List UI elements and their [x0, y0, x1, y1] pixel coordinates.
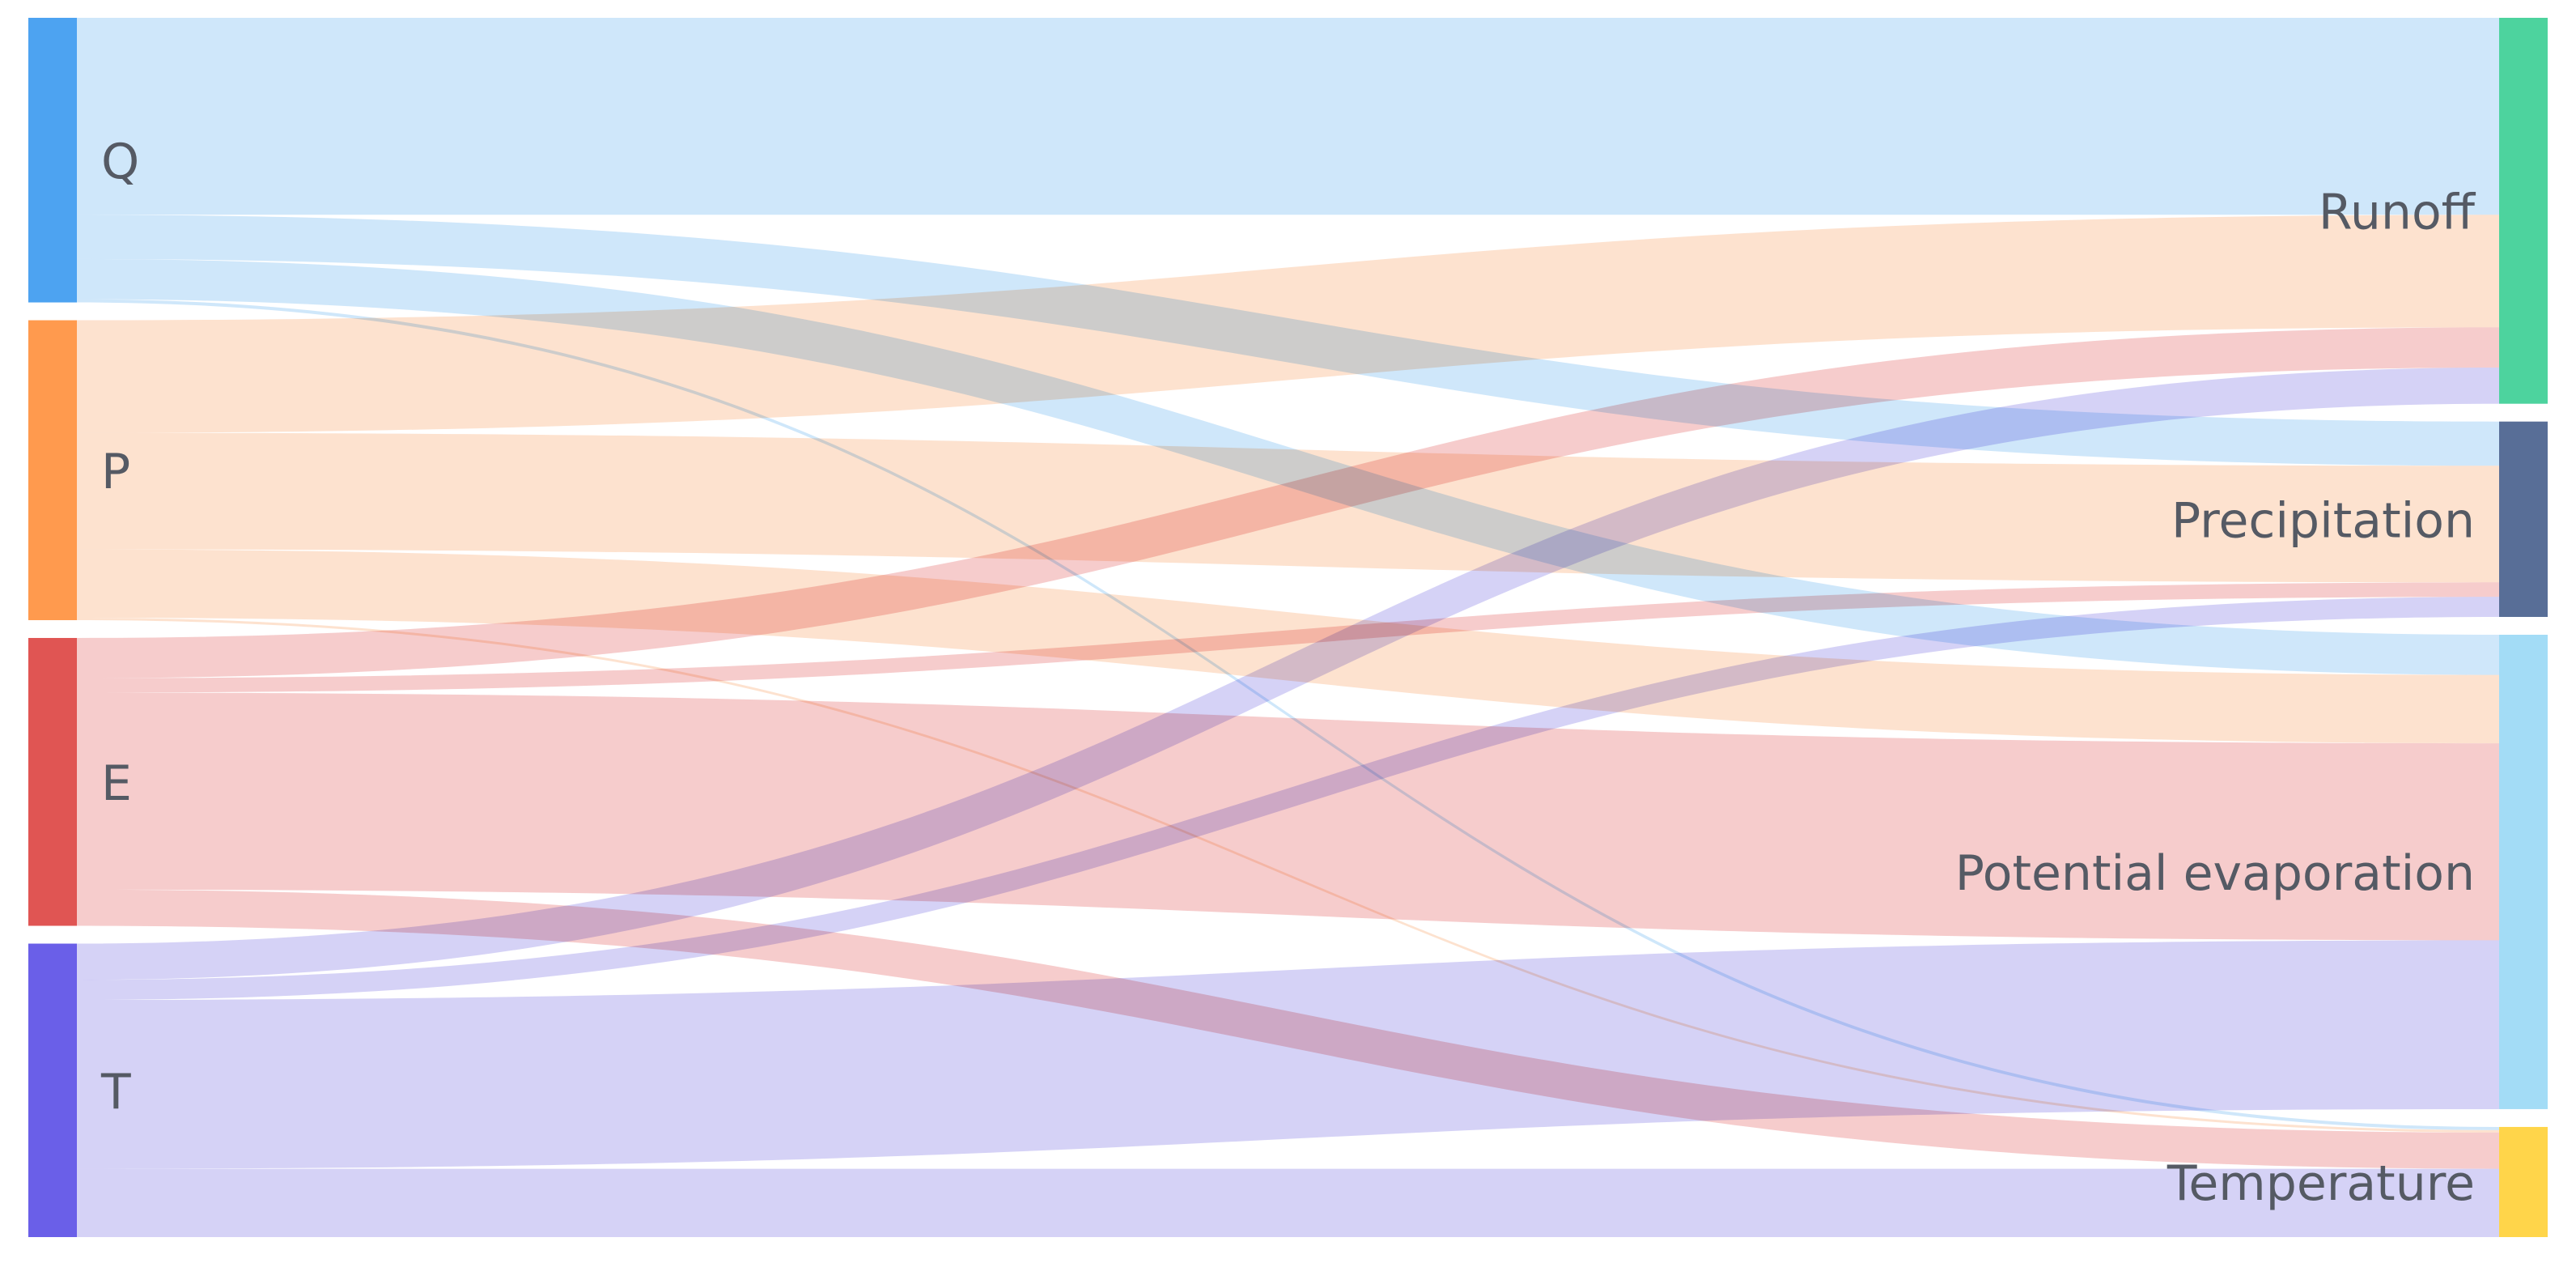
source-label-q: Q: [101, 134, 139, 190]
target-label-precipitation: Precipitation: [2171, 492, 2475, 549]
target-node-potential-evaporation[interactable]: [2499, 635, 2548, 1109]
source-label-p: P: [101, 444, 130, 500]
link-q-to-runoff[interactable]: [77, 18, 2499, 215]
link-q-to-potential-evaporation[interactable]: [77, 258, 2499, 675]
link-e-to-temperature[interactable]: [77, 889, 2499, 1169]
target-label-runoff: Runoff: [2319, 184, 2476, 240]
link-q-to-precipitation[interactable]: [77, 215, 2499, 466]
target-label-potential-evaporation: Potential evaporation: [1955, 845, 2475, 902]
link-t-to-precipitation[interactable]: [77, 597, 2499, 1001]
labels-layer: Q P E T Runoff Precipitation Potential evapora…: [100, 134, 2476, 1212]
source-label-e: E: [101, 755, 132, 812]
links-layer: [77, 18, 2499, 1237]
link-p-to-temperature[interactable]: [77, 618, 2499, 1133]
link-q-to-temperature[interactable]: [77, 299, 2499, 1130]
source-node-p[interactable]: [28, 320, 77, 620]
link-t-to-temperature[interactable]: [77, 1168, 2499, 1237]
source-node-q[interactable]: [28, 18, 77, 303]
source-node-t[interactable]: [28, 943, 77, 1237]
link-e-to-runoff[interactable]: [77, 327, 2499, 678]
source-node-e[interactable]: [28, 637, 77, 926]
link-e-to-potential-evaporation[interactable]: [77, 692, 2499, 941]
target-node-precipitation[interactable]: [2499, 421, 2548, 618]
target-label-temperature: Temperature: [2166, 1155, 2475, 1212]
link-e-to-precipitation[interactable]: [77, 582, 2499, 693]
nodes-layer: [28, 18, 2548, 1237]
link-p-to-potential-evaporation[interactable]: [77, 549, 2499, 744]
source-label-t: T: [100, 1064, 131, 1121]
target-node-runoff[interactable]: [2499, 18, 2548, 404]
link-t-to-runoff[interactable]: [77, 368, 2499, 980]
target-node-temperature[interactable]: [2499, 1126, 2548, 1237]
